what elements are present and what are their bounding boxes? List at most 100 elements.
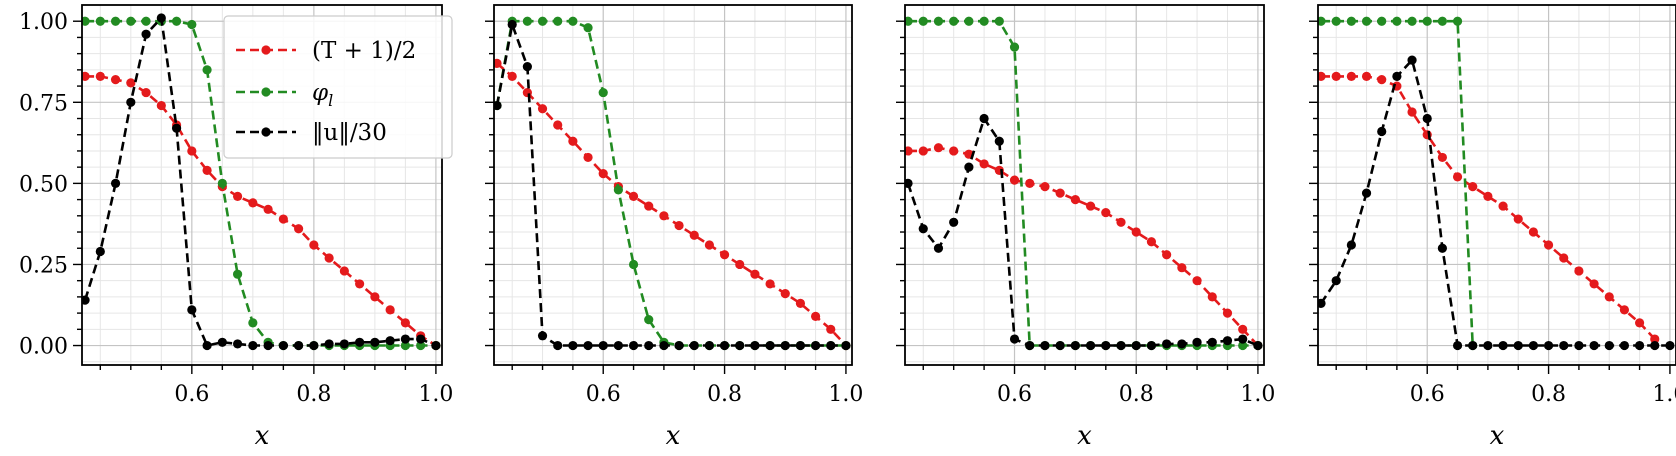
data-point <box>1331 71 1341 81</box>
data-point <box>933 243 944 253</box>
data-point <box>644 340 654 351</box>
data-point <box>522 62 532 72</box>
data-point <box>674 220 684 231</box>
data-point <box>719 250 730 260</box>
data-point <box>248 198 258 208</box>
x-tick-label: 0.6 <box>997 382 1032 407</box>
data-point <box>1528 227 1539 237</box>
data-point <box>750 269 760 279</box>
data-point <box>1009 334 1020 344</box>
data-point <box>1543 240 1554 250</box>
x-tick-label: 0.6 <box>1410 382 1445 407</box>
data-point <box>795 340 806 351</box>
x-axis-title: x <box>666 421 681 451</box>
data-point <box>1238 334 1248 344</box>
data-point <box>1498 201 1508 211</box>
data-point <box>1452 172 1463 182</box>
data-point <box>126 97 136 107</box>
data-point <box>1437 16 1447 26</box>
legend-label: φl <box>312 80 333 110</box>
data-point <box>765 340 775 351</box>
data-point <box>171 16 182 26</box>
data-point <box>1009 42 1020 52</box>
y-tick-label: 0.50 <box>19 172 68 197</box>
x-tick-label: 0.6 <box>586 382 621 407</box>
data-point <box>1437 152 1447 163</box>
data-point <box>1361 188 1372 198</box>
data-point <box>232 269 243 279</box>
data-point <box>1040 340 1050 351</box>
axes-frame <box>1317 4 1676 366</box>
data-point <box>1116 340 1126 351</box>
data-point <box>918 224 928 234</box>
data-point <box>1162 250 1172 260</box>
data-point <box>1025 178 1035 188</box>
data-point <box>1604 340 1614 351</box>
data-point <box>613 185 623 195</box>
data-point <box>1055 188 1065 198</box>
data-point <box>355 337 365 347</box>
data-point <box>1318 298 1326 308</box>
data-point <box>583 23 593 33</box>
data-point <box>1070 340 1080 351</box>
legend-swatch-marker <box>261 127 271 137</box>
data-point <box>1422 113 1432 124</box>
data-point <box>583 152 593 163</box>
data-point <box>905 146 913 156</box>
data-point <box>309 340 319 351</box>
data-point <box>187 19 197 30</box>
data-point <box>810 340 821 351</box>
data-point <box>202 165 212 176</box>
data-point <box>644 201 654 211</box>
data-point <box>994 16 1004 26</box>
data-point <box>644 314 654 325</box>
data-point <box>949 217 959 227</box>
data-point <box>324 339 334 349</box>
data-point <box>933 16 944 26</box>
y-tick-label: 0.00 <box>19 335 68 360</box>
data-point <box>841 340 851 351</box>
series-line-1 <box>496 62 847 347</box>
data-point <box>1634 340 1645 351</box>
data-point <box>110 178 121 188</box>
data-point <box>583 340 593 351</box>
data-point <box>765 279 775 289</box>
data-point <box>1346 71 1356 81</box>
data-point <box>1392 71 1402 81</box>
plot-area <box>494 16 851 351</box>
data-point <box>202 340 212 351</box>
legend-label: (T + 1)/2 <box>312 38 416 64</box>
data-point <box>156 100 166 111</box>
data-point <box>324 253 334 263</box>
data-point <box>110 16 121 26</box>
data-point <box>1192 337 1202 347</box>
data-point <box>248 318 258 328</box>
plot-area <box>82 13 441 351</box>
data-point <box>278 214 288 224</box>
data-point <box>141 87 151 98</box>
x-tick-label: 0.8 <box>707 382 742 407</box>
data-point <box>400 340 410 351</box>
data-point <box>1589 340 1599 351</box>
data-point <box>1377 16 1387 26</box>
data-point <box>1377 74 1387 85</box>
data-point <box>905 16 913 26</box>
data-point <box>1207 292 1217 302</box>
data-point <box>82 16 90 26</box>
data-point <box>187 146 197 156</box>
data-point <box>1619 340 1630 351</box>
data-point <box>1483 191 1493 201</box>
data-point <box>1513 214 1523 224</box>
data-point <box>674 340 684 351</box>
axes-frame <box>493 4 853 366</box>
plot-area <box>905 16 1263 351</box>
axes-frame <box>81 4 443 366</box>
data-point <box>1634 318 1645 328</box>
data-point <box>339 339 349 349</box>
axes-frame <box>904 4 1265 366</box>
data-point <box>507 71 517 81</box>
data-point <box>1452 340 1463 351</box>
data-point <box>1177 339 1187 349</box>
x-axis-title: x <box>255 421 270 451</box>
data-point <box>568 16 578 26</box>
